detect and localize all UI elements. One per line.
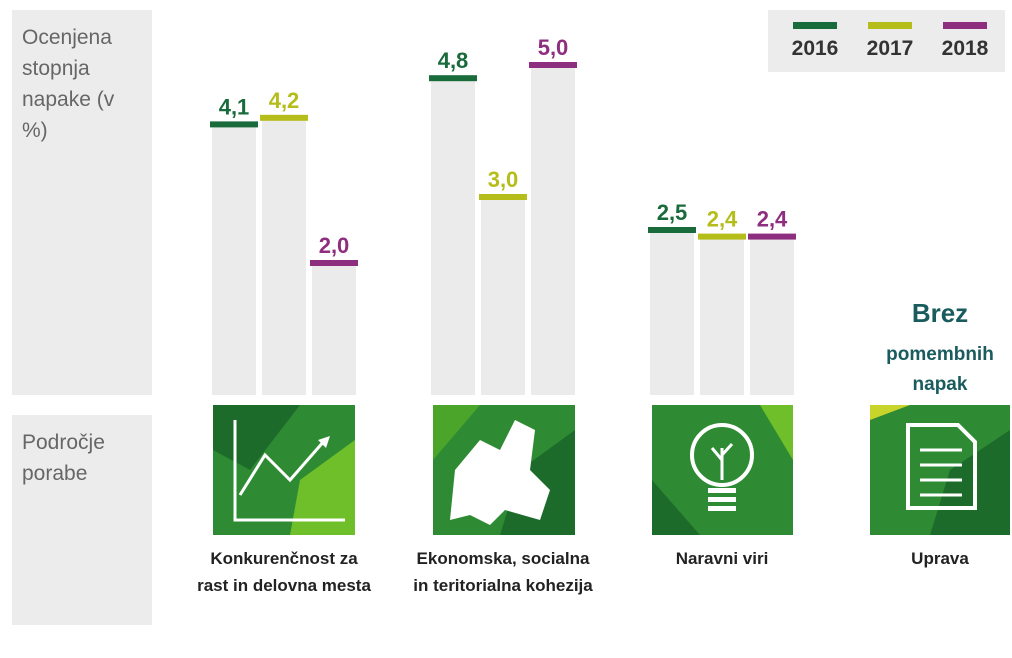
bar (531, 65, 575, 395)
data-label: 3,0 (488, 167, 519, 192)
bar (650, 230, 694, 395)
bar-cap (210, 121, 258, 128)
bar (312, 263, 356, 395)
icon (213, 405, 355, 535)
bar-cap (698, 233, 746, 240)
annotation-title: Brez (911, 298, 969, 328)
x-tick-label: Konkurenčnost za rast in delovna mesta (197, 549, 371, 595)
x-tick-label: Naravni viri (675, 549, 769, 568)
icon (433, 405, 575, 535)
legend-swatch (793, 22, 837, 29)
legend-label: 2016 (792, 37, 839, 60)
bar (750, 236, 794, 395)
bar-cap (429, 75, 477, 82)
bar-cap (648, 227, 696, 233)
legend-swatch (868, 22, 912, 29)
data-label: 5,0 (538, 35, 569, 60)
bar-cap (479, 194, 527, 200)
icon (652, 405, 793, 535)
bar-cap (529, 62, 577, 68)
legend-box (768, 10, 1005, 72)
x-tick-label: Uprava (911, 549, 969, 568)
bar-cap (260, 114, 308, 121)
annotation-text: pomembnih napak (886, 344, 994, 395)
legend-label: 2017 (867, 37, 914, 60)
icon (870, 405, 1010, 535)
bar-cap (748, 233, 796, 240)
data-label: 4,8 (438, 48, 469, 73)
bar (212, 124, 256, 396)
data-label: 4,2 (269, 88, 300, 113)
bar-cap (310, 260, 358, 266)
category-axis-label: Področje porabe (12, 415, 152, 625)
data-label: 2,4 (707, 207, 738, 232)
data-label: 2,0 (319, 233, 350, 258)
data-label: 4,1 (219, 94, 250, 119)
bar (431, 78, 475, 395)
axis-label: Ocenjena stopnja napake (v %) (12, 10, 152, 395)
bar (700, 236, 744, 395)
legend-label: 2018 (942, 37, 989, 60)
data-label: 2,5 (657, 200, 688, 225)
data-label: 2,4 (757, 207, 788, 232)
bar (481, 197, 525, 395)
x-tick-label: Ekonomska, socialna in teritorialna kohe… (413, 549, 593, 595)
legend-swatch (943, 22, 987, 29)
bar (262, 117, 306, 396)
